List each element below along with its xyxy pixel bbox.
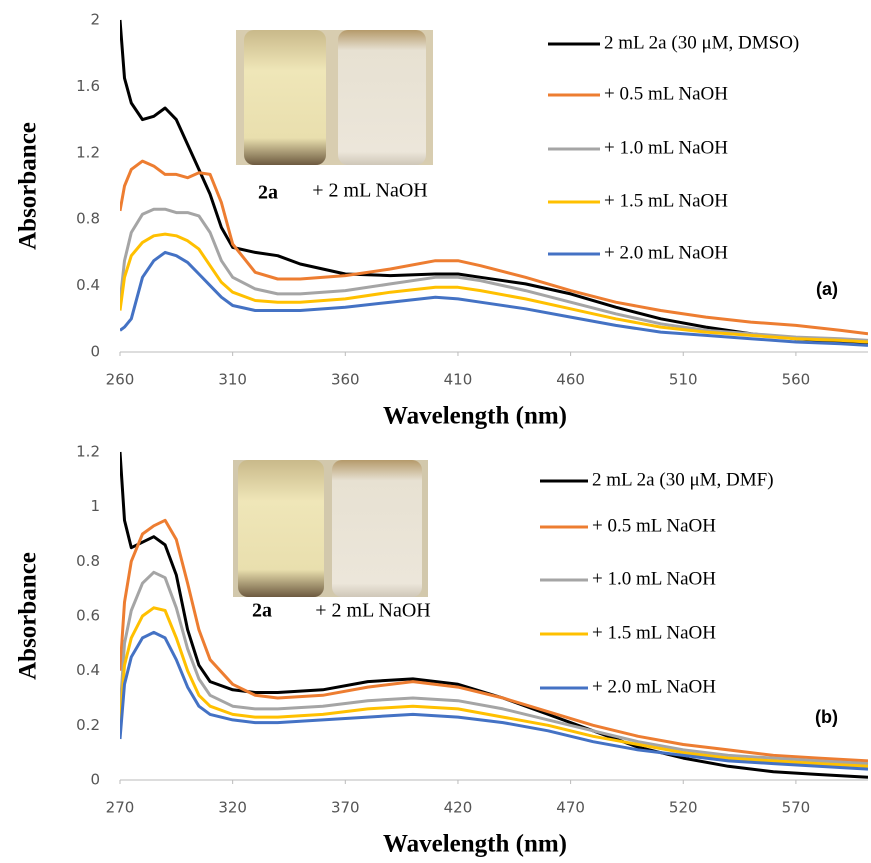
y-tick-label: 1.2 — [76, 443, 100, 461]
x-tick-label: 310 — [218, 371, 247, 389]
y-tick-label: 1 — [90, 497, 100, 515]
spectrum-line — [120, 451, 868, 779]
plot-lines — [120, 19, 868, 347]
y-tick-label: 1.6 — [76, 77, 100, 95]
y-tick-label: 2 — [90, 11, 100, 29]
y-tick-label: 0.4 — [76, 276, 100, 294]
x-tick-label: 360 — [331, 371, 360, 389]
panel-label: (b) — [815, 707, 838, 727]
y-axis-title: Absorbance — [15, 552, 42, 680]
x-tick-label: 420 — [444, 799, 473, 817]
legend-label: 2 mL 2a (30 μM, DMSO) — [604, 32, 799, 53]
x-tick-label: 460 — [556, 371, 585, 389]
spectrum-line — [120, 630, 868, 771]
x-tick-label: 570 — [782, 799, 811, 817]
y-axis-title: Absorbance — [15, 122, 42, 250]
y-tick-label: 0.8 — [76, 552, 100, 570]
spectrum-line — [120, 232, 868, 344]
spectrum-line — [120, 606, 868, 768]
inset-photo — [236, 30, 433, 165]
spectrum-line — [120, 518, 868, 763]
spectrum-line — [120, 19, 868, 346]
photo-label: + 2 mL NaOH — [312, 180, 428, 202]
photo-label: 2a — [258, 182, 278, 204]
spectrum-line — [120, 570, 868, 766]
y-tick-label: 0.8 — [76, 210, 100, 228]
x-tick-label: 370 — [331, 799, 360, 817]
legend-label: + 1.0 mL NaOH — [592, 568, 716, 589]
y-tick-label: 0 — [90, 343, 100, 361]
y-tick-label: 1.2 — [76, 143, 100, 161]
y-tick-label: 0 — [90, 771, 100, 789]
legend-label: + 1.5 mL NaOH — [604, 190, 728, 211]
legend-label: 2 mL 2a (30 μM, DMF) — [592, 469, 774, 490]
panel-label: (a) — [816, 279, 838, 299]
legend-label: + 0.5 mL NaOH — [592, 515, 716, 536]
x-tick-label: 520 — [669, 799, 698, 817]
x-tick-label: 270 — [106, 799, 135, 817]
legend-label: + 2.0 mL NaOH — [592, 676, 716, 697]
plot-lines — [120, 451, 868, 779]
x-tick-label: 510 — [669, 371, 698, 389]
y-tick-label: 0.4 — [76, 661, 100, 679]
x-tick-label: 470 — [556, 799, 585, 817]
spectrum-line — [120, 250, 868, 347]
x-tick-label: 410 — [444, 371, 473, 389]
legend-label: + 1.5 mL NaOH — [592, 622, 716, 643]
legend-label: + 2.0 mL NaOH — [604, 242, 728, 263]
legend-label: + 0.5 mL NaOH — [604, 83, 728, 104]
photo-label: 2a — [252, 600, 272, 622]
x-axis-title: Wavelength (nm) — [383, 831, 567, 858]
spectrum-line — [120, 207, 868, 342]
photo-label: + 2 mL NaOH — [315, 600, 431, 622]
spectrum-line — [120, 159, 868, 336]
y-tick-label: 0.2 — [76, 716, 100, 734]
x-axis-title: Wavelength (nm) — [383, 403, 567, 430]
inset-photo — [233, 460, 428, 597]
x-tick-label: 320 — [218, 799, 247, 817]
x-tick-label: 260 — [106, 371, 135, 389]
y-tick-label: 0.6 — [76, 607, 100, 625]
x-tick-label: 560 — [782, 371, 811, 389]
legend-label: + 1.0 mL NaOH — [604, 137, 728, 158]
